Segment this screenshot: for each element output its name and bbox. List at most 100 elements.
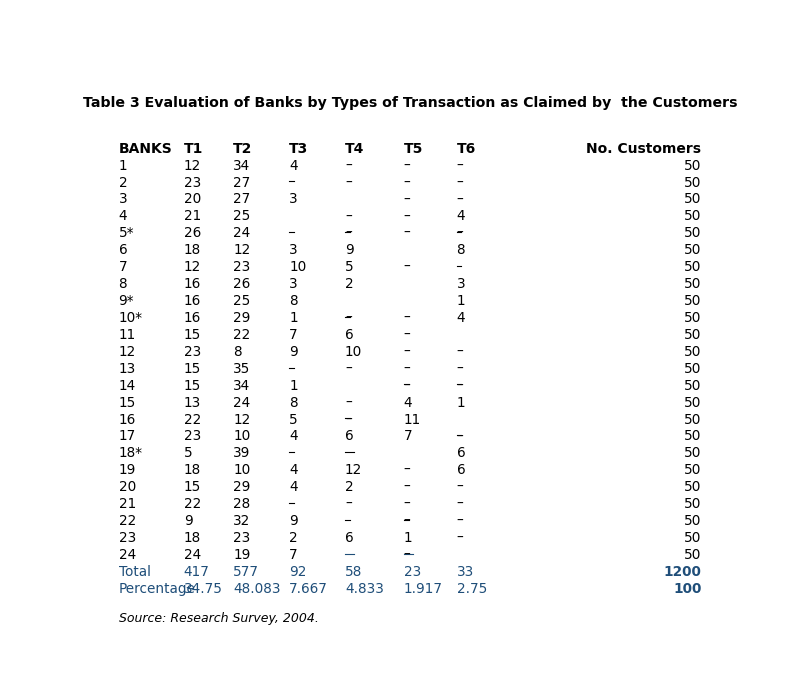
Text: 16: 16: [184, 277, 201, 291]
Text: 6: 6: [457, 447, 465, 460]
Text: –: –: [404, 379, 410, 393]
Text: 26: 26: [234, 277, 250, 291]
Text: 2: 2: [118, 176, 127, 190]
Text: 23: 23: [118, 531, 136, 545]
Text: 6: 6: [345, 531, 354, 545]
Text: 4: 4: [404, 396, 413, 409]
Text: –: –: [404, 463, 410, 477]
Text: Source: Research Survey, 2004.: Source: Research Survey, 2004.: [118, 612, 318, 625]
Text: 20: 20: [118, 480, 136, 494]
Text: 4.833: 4.833: [345, 582, 384, 596]
Text: –: –: [457, 480, 463, 494]
Text: 15: 15: [184, 379, 201, 393]
Text: –: –: [345, 497, 352, 511]
Text: 23: 23: [234, 531, 250, 545]
Text: 50: 50: [684, 159, 702, 172]
Text: 9: 9: [289, 514, 298, 528]
Text: –: –: [404, 260, 410, 274]
Text: –: –: [457, 345, 463, 359]
Text: 50: 50: [684, 447, 702, 460]
Text: 10: 10: [234, 429, 250, 443]
Text: 50: 50: [684, 311, 702, 325]
Text: –: –: [404, 192, 410, 207]
Text: 16: 16: [184, 311, 201, 325]
Text: –: –: [404, 514, 410, 528]
Text: Table 3 Evaluation of Banks by Types of Transaction as Claimed by  the Customers: Table 3 Evaluation of Banks by Types of …: [82, 95, 738, 110]
Text: –: –: [457, 226, 463, 240]
Text: 34: 34: [234, 159, 250, 172]
Text: 8: 8: [289, 294, 298, 308]
Text: 18*: 18*: [118, 447, 142, 460]
Text: –: –: [457, 159, 463, 172]
Text: –: –: [404, 210, 410, 223]
Text: 11: 11: [118, 328, 136, 342]
Text: 22: 22: [184, 497, 201, 511]
Text: –: –: [457, 379, 463, 393]
Text: 8: 8: [234, 345, 242, 359]
Text: 23: 23: [184, 176, 201, 190]
Text: 3: 3: [289, 192, 298, 207]
Text: 12: 12: [184, 159, 201, 172]
Text: 2: 2: [289, 531, 298, 545]
Text: 4: 4: [289, 429, 298, 443]
Text: 5: 5: [184, 447, 193, 460]
Text: –: –: [404, 497, 410, 511]
Text: 23: 23: [234, 260, 250, 274]
Text: 10: 10: [234, 463, 250, 477]
Text: 29: 29: [234, 480, 250, 494]
Text: –: –: [345, 311, 352, 325]
Text: 13: 13: [184, 396, 201, 409]
Text: 7: 7: [118, 260, 127, 274]
Text: 4: 4: [457, 311, 465, 325]
Text: 2: 2: [345, 277, 354, 291]
Text: 12: 12: [118, 345, 136, 359]
Text: 32: 32: [234, 514, 250, 528]
Text: 50: 50: [684, 497, 702, 511]
Text: 417: 417: [184, 565, 210, 579]
Text: 3: 3: [289, 243, 298, 257]
Text: –: –: [345, 362, 352, 376]
Text: 50: 50: [684, 463, 702, 477]
Text: 2: 2: [345, 480, 354, 494]
Text: 27: 27: [234, 192, 250, 207]
Text: 25: 25: [234, 294, 250, 308]
Text: 5: 5: [345, 260, 354, 274]
Text: 13: 13: [118, 362, 136, 376]
Text: 6: 6: [118, 243, 127, 257]
Text: 50: 50: [684, 412, 702, 427]
Text: 50: 50: [684, 210, 702, 223]
Text: 1: 1: [289, 311, 298, 325]
Text: 5*: 5*: [118, 226, 134, 240]
Text: 8: 8: [457, 243, 465, 257]
Text: 15: 15: [184, 328, 201, 342]
Text: 33: 33: [457, 565, 474, 579]
Text: 17: 17: [118, 429, 136, 443]
Text: 50: 50: [684, 379, 702, 393]
Text: 12: 12: [345, 463, 362, 477]
Text: 92: 92: [289, 565, 306, 579]
Text: 9: 9: [289, 345, 298, 359]
Text: –: –: [404, 362, 410, 376]
Text: 6: 6: [457, 463, 465, 477]
Text: T6: T6: [457, 142, 476, 156]
Text: 50: 50: [684, 514, 702, 528]
Text: 24: 24: [234, 396, 250, 409]
Text: 50: 50: [684, 260, 702, 274]
Text: 19: 19: [234, 548, 250, 562]
Text: 1: 1: [457, 396, 465, 409]
Text: 15: 15: [118, 396, 136, 409]
Text: 39: 39: [234, 447, 250, 460]
Text: 7.667: 7.667: [289, 582, 328, 596]
Text: 6: 6: [345, 429, 354, 443]
Text: 1: 1: [289, 379, 298, 393]
Text: 8: 8: [118, 277, 127, 291]
Text: 24: 24: [118, 548, 136, 562]
Text: 28: 28: [234, 497, 250, 511]
Text: –: –: [404, 176, 410, 190]
Text: T1: T1: [184, 142, 203, 156]
Text: 29: 29: [234, 311, 250, 325]
Text: 22: 22: [184, 412, 201, 427]
Text: –: –: [457, 362, 463, 376]
Text: 23: 23: [184, 429, 201, 443]
Text: 1: 1: [118, 159, 127, 172]
